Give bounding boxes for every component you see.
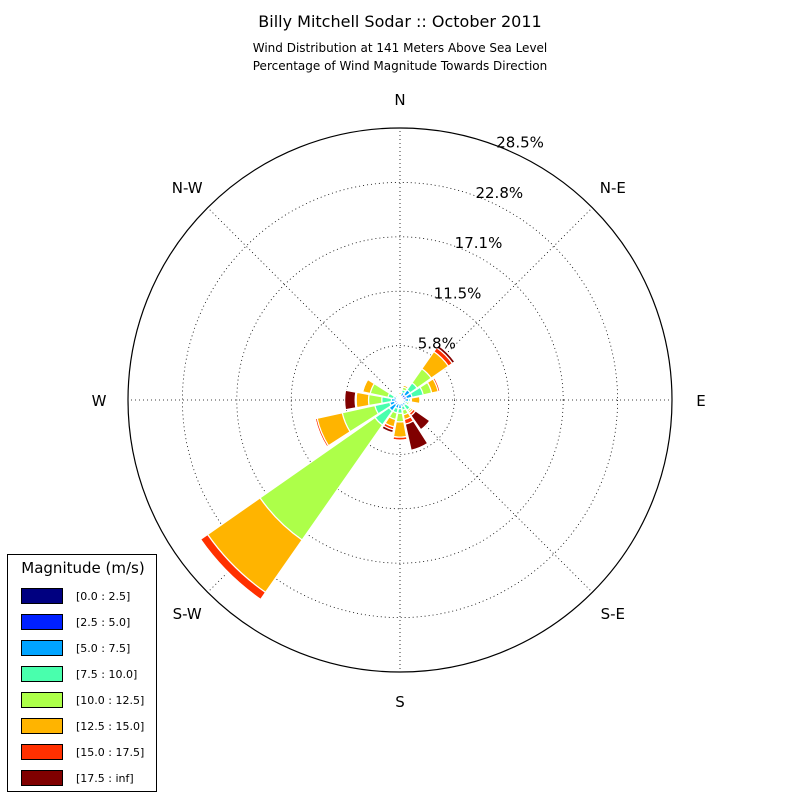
chart-title: Billy Mitchell Sodar :: October 2011 (258, 12, 542, 31)
direction-label: N-E (600, 179, 626, 197)
radial-tick-label: 28.5% (496, 134, 544, 152)
chart-subtitle-line-2: Percentage of Wind Magnitude Towards Dir… (252, 59, 548, 73)
legend-item: [5.0 : 7.5] (21, 640, 156, 656)
direction-label: W (92, 392, 107, 410)
radial-tick-label: 22.8% (475, 184, 523, 202)
legend-label: [2.5 : 5.0] (76, 616, 131, 629)
legend-swatch (21, 666, 63, 682)
sector-bar (381, 424, 395, 434)
sector-bar (313, 417, 328, 449)
radial-tick-label: 5.8% (418, 335, 456, 353)
legend-swatch (21, 744, 63, 760)
direction-label: E (696, 392, 705, 410)
sector-bar (392, 438, 408, 442)
direction-label: N-W (172, 179, 203, 197)
legend-item: [12.5 : 15.0] (21, 718, 156, 734)
radial-tick-label: 11.5% (434, 285, 482, 303)
sector-bar (410, 410, 431, 431)
direction-label: S (395, 693, 405, 711)
legend-item: [0.0 : 2.5] (21, 588, 156, 604)
legend-label: [7.5 : 10.0] (76, 668, 138, 681)
grid-spoke (207, 207, 401, 401)
sector-bar (402, 382, 411, 388)
sector-bar (419, 395, 423, 405)
legend-item: [17.5 : inf] (21, 770, 156, 786)
grid-ring (345, 345, 455, 455)
legend: Magnitude (m/s) [0.0 : 2.5] [2.5 : 5.0] … (7, 554, 157, 792)
legend-title: Magnitude (m/s) (21, 559, 145, 577)
sector-bar (395, 391, 400, 396)
grid-ring (181, 181, 619, 619)
legend-swatch (21, 640, 63, 656)
legend-item: [10.0 : 12.5] (21, 692, 156, 708)
legend-swatch (21, 718, 63, 734)
sector-bar (404, 420, 429, 452)
radial-tick-label: 17.1% (455, 234, 503, 252)
legend-swatch (21, 588, 63, 604)
polar-grid (127, 127, 673, 673)
direction-label: S-E (601, 605, 625, 623)
legend-item: [2.5 : 5.0] (21, 614, 156, 630)
grid-ring (236, 236, 564, 564)
sector-bar (355, 391, 370, 409)
grid-ring (290, 290, 510, 510)
sector-bar (435, 344, 456, 365)
legend-label: [12.5 : 15.0] (76, 720, 145, 733)
legend-swatch (21, 770, 63, 786)
legend-label: [15.0 : 17.5] (76, 746, 145, 759)
sector-bars (198, 344, 456, 602)
sector-bar (392, 392, 397, 397)
legend-item: [15.0 : 17.5] (21, 744, 156, 760)
sector-bar (344, 389, 357, 411)
legend-swatch (21, 692, 63, 708)
grid-spoke (399, 399, 593, 593)
legend-label: [10.0 : 12.5] (76, 694, 145, 707)
direction-label: S-W (173, 605, 202, 623)
sector-bar (360, 377, 368, 393)
legend-label: [17.5 : inf] (76, 772, 134, 785)
legend-item: [7.5 : 10.0] (21, 666, 156, 682)
legend-swatch (21, 614, 63, 630)
direction-label: N (394, 91, 405, 109)
sector-bar (433, 376, 442, 392)
legend-label: [0.0 : 2.5] (76, 590, 131, 603)
outer-ring (127, 127, 673, 673)
legend-label: [5.0 : 7.5] (76, 642, 131, 655)
axis-labels: 5.8% 11.5% 17.1% 22.8% 28.5% N N-E E S-E S S-W W N-W (92, 91, 706, 711)
chart-subtitle-line-1: Wind Distribution at 141 Meters Above Se… (252, 41, 548, 55)
sector-bar (397, 389, 403, 393)
sector-bar (392, 420, 408, 438)
sector-bar (198, 538, 262, 602)
